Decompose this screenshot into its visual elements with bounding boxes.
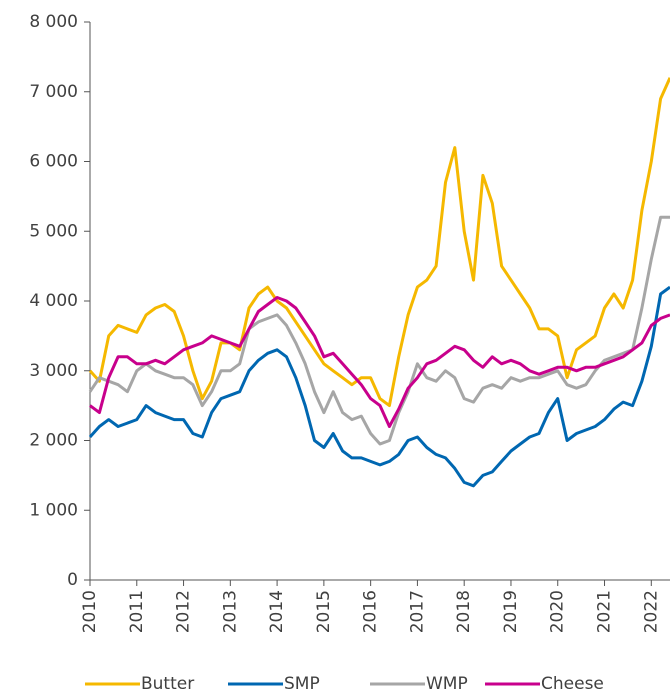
y-tick-label: 5 000 xyxy=(29,221,78,241)
y-tick-label: 3 000 xyxy=(29,361,78,381)
y-tick-label: 0 xyxy=(67,570,78,590)
legend-label: Butter xyxy=(141,674,194,694)
x-tick-label: 2018 xyxy=(454,590,474,633)
legend-label: WMP xyxy=(426,674,468,694)
x-tick-label: 2014 xyxy=(267,590,287,633)
series-line xyxy=(88,215,670,446)
series-line xyxy=(88,285,670,488)
legend-label: SMP xyxy=(284,674,320,694)
y-tick-label: 4 000 xyxy=(29,291,78,311)
x-tick-label: 2021 xyxy=(595,590,615,633)
x-tick-label: 2011 xyxy=(127,590,147,633)
x-tick-label: 2020 xyxy=(548,590,568,633)
x-tick-label: 2022 xyxy=(641,590,661,633)
series-line xyxy=(89,296,670,428)
x-tick-label: 2015 xyxy=(314,590,334,633)
y-tick-label: 2 000 xyxy=(29,431,78,451)
x-tick-label: 2019 xyxy=(501,590,521,633)
x-tick-label: 2016 xyxy=(361,590,381,633)
legend-label: Cheese xyxy=(541,674,604,694)
x-tick-label: 2012 xyxy=(174,590,194,633)
y-tick-label: 1 000 xyxy=(29,500,78,520)
x-tick-label: 2017 xyxy=(407,590,427,633)
y-tick-label: 7 000 xyxy=(29,82,78,102)
x-tick-label: 2010 xyxy=(80,590,100,633)
y-tick-label: 6 000 xyxy=(29,152,78,172)
x-tick-label: 2013 xyxy=(220,590,240,633)
y-tick-label: 8 000 xyxy=(29,12,78,32)
